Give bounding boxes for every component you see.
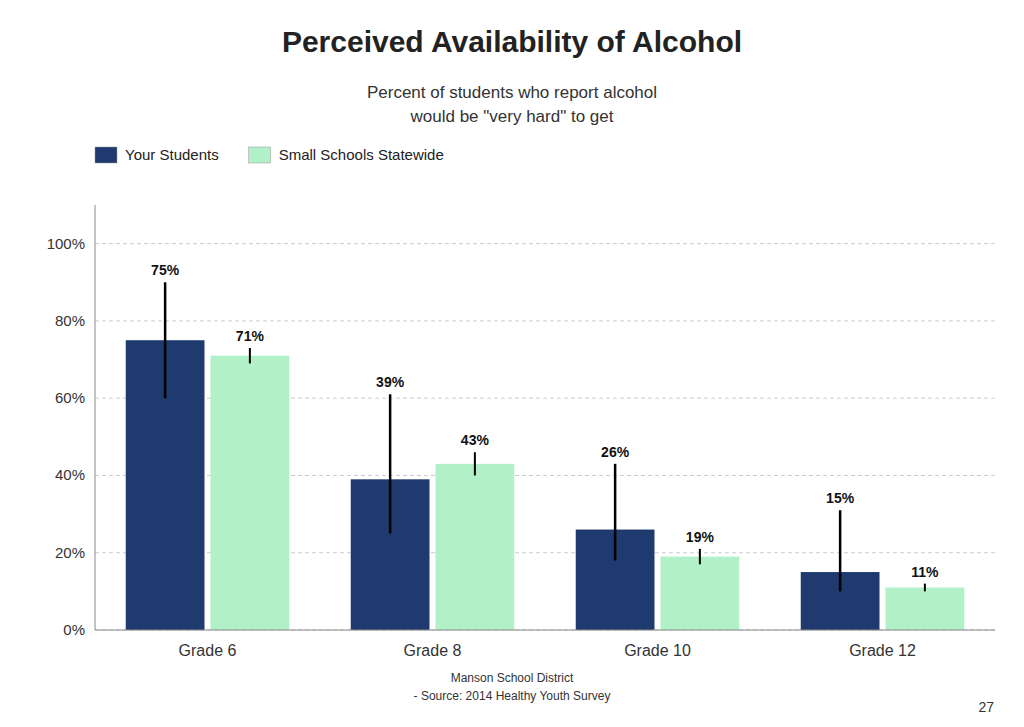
data-label: 71% bbox=[236, 328, 265, 344]
chart-subtitle: Percent of students who report alcohol wo… bbox=[367, 83, 657, 126]
error-bar bbox=[614, 464, 617, 561]
marks bbox=[126, 282, 965, 630]
grid-line bbox=[95, 243, 995, 244]
subtitle-line: Percent of students who report alcohol bbox=[367, 83, 657, 102]
y-tick-label: 20% bbox=[55, 544, 85, 561]
legend: Your Students Small Schools Statewide bbox=[95, 146, 444, 163]
footer-text: - Source: 2014 Healthy Youth Survey bbox=[414, 689, 611, 703]
legend-swatch bbox=[249, 147, 271, 163]
data-label: 15% bbox=[826, 490, 855, 506]
grid bbox=[95, 244, 995, 630]
y-tick-label: 80% bbox=[55, 312, 85, 329]
data-labels: 75% 39% 26% 15% 71% 43% 19% 11% bbox=[151, 262, 939, 579]
data-label: 39% bbox=[376, 374, 405, 390]
y-tick-label: 40% bbox=[55, 466, 85, 483]
x-tick-label: Grade 10 bbox=[624, 642, 691, 659]
y-tick-label: 0% bbox=[63, 621, 85, 638]
y-axis-line bbox=[95, 205, 96, 630]
error-bar bbox=[249, 348, 251, 363]
y-tick-label: 100% bbox=[47, 235, 85, 252]
bar bbox=[886, 588, 965, 631]
legend-label: Your Students bbox=[125, 146, 219, 163]
subtitle-line: would be "very hard" to get bbox=[410, 107, 614, 126]
x-tick-label: Grade 6 bbox=[179, 642, 237, 659]
bar bbox=[661, 557, 740, 630]
legend-swatch bbox=[95, 147, 117, 163]
x-tick-label: Grade 8 bbox=[404, 642, 462, 659]
error-bar bbox=[164, 282, 167, 398]
grid-line bbox=[95, 320, 995, 321]
bar bbox=[211, 356, 290, 630]
bar bbox=[436, 464, 515, 630]
error-bar bbox=[389, 394, 392, 533]
legend-label: Small Schools Statewide bbox=[279, 146, 444, 163]
grid-line bbox=[95, 630, 995, 631]
chart-title: Perceived Availability of Alcohol bbox=[282, 25, 742, 58]
error-bar bbox=[474, 452, 476, 475]
data-label: 75% bbox=[151, 262, 180, 278]
footer-text: Manson School District bbox=[451, 671, 574, 685]
data-label: 11% bbox=[911, 564, 939, 580]
page-number: 27 bbox=[978, 699, 994, 715]
x-axis-line bbox=[95, 630, 995, 631]
data-label: 43% bbox=[461, 432, 490, 448]
error-bar bbox=[924, 584, 926, 592]
chart-canvas: Perceived Availability of Alcohol Percent… bbox=[0, 0, 1024, 727]
data-label: 26% bbox=[601, 444, 630, 460]
data-label: 19% bbox=[686, 529, 715, 545]
error-bar bbox=[699, 549, 701, 564]
x-tick-label: Grade 12 bbox=[849, 642, 916, 659]
error-bar bbox=[839, 510, 842, 591]
y-tick-label: 60% bbox=[55, 389, 85, 406]
